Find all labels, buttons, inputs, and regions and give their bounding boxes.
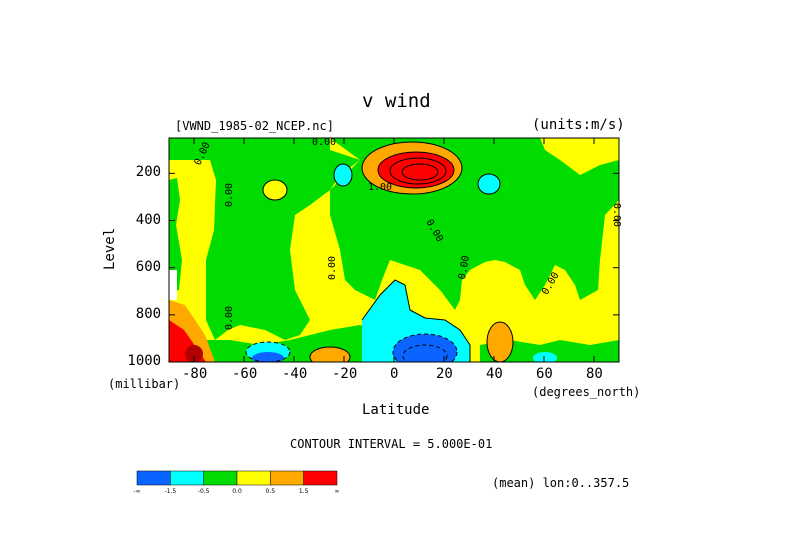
- orange-region-right: [487, 322, 513, 362]
- axis-ticks: [169, 138, 619, 363]
- file-label: [VWND_1985-02_NCEP.nc]: [175, 119, 334, 133]
- legend-label: -1.5: [164, 488, 176, 495]
- contour-value-label: 0.00: [457, 255, 472, 281]
- contour-value-label: 0.00: [611, 203, 622, 227]
- mean-note: (mean) lon:0..357.5: [492, 476, 630, 490]
- contour-value-label: 0.00: [224, 183, 235, 207]
- legend-swatch: [203, 470, 238, 486]
- y-tick-label: 800: [135, 305, 162, 322]
- x-tick-label: 0: [390, 366, 399, 382]
- blue-region-2: [252, 352, 284, 362]
- darkred-region-left: [185, 345, 203, 362]
- legend-label: -∞: [133, 488, 140, 495]
- colorbar-legend: -∞ -1.5 -0.5 0.0 0.5 1.5 ∞: [133, 470, 340, 495]
- contour-lines: [262, 141, 514, 362]
- cyan-region-1: [334, 164, 352, 186]
- positive-island-2: [416, 276, 430, 300]
- y-unit-note: (millibar): [108, 377, 181, 391]
- negative-contour-lines: [245, 333, 458, 362]
- positive-island-1: [263, 180, 287, 200]
- legend-swatch: [136, 470, 171, 486]
- contour-value-label: 0.00: [312, 137, 336, 148]
- y-tick-label: 200: [135, 164, 162, 181]
- legend-label: 0.0: [232, 488, 242, 495]
- x-tick-label: -80: [182, 366, 208, 382]
- contour-value-label: 1.00: [368, 182, 392, 193]
- legend-label: 0.5: [266, 488, 276, 495]
- legend-label: 1.5: [299, 488, 309, 495]
- orange-region-bottom: [310, 347, 350, 362]
- legend-swatch: [170, 470, 204, 486]
- y-axis-label: Level: [102, 227, 118, 270]
- x-tick-label: -60: [232, 366, 258, 382]
- contour-field: [169, 138, 619, 362]
- units-label: (units:m/s): [532, 117, 625, 133]
- x-tick-label: -40: [282, 366, 308, 382]
- y-tick-label: 600: [135, 258, 162, 275]
- negative-region-right-top: [458, 160, 548, 215]
- legend-label: -0.5: [198, 488, 210, 495]
- cyan-region-5: [533, 352, 557, 362]
- legend-swatch: [303, 470, 338, 486]
- legend-swatch: [236, 470, 271, 486]
- chart-title: v wind: [362, 90, 431, 112]
- x-tick-label: 60: [536, 366, 553, 382]
- contour-interval-text: CONTOUR INTERVAL = 5.000E-01: [290, 437, 493, 451]
- legend-swatch: [270, 470, 304, 486]
- x-unit-note: (degrees_north): [532, 385, 641, 399]
- negative-region-left-edge: [169, 178, 182, 292]
- cyan-region-2: [478, 174, 500, 194]
- y-tick-label: 1000: [127, 353, 162, 369]
- contour-value-label: 0.00: [224, 306, 235, 330]
- missing-data-region: [169, 270, 177, 300]
- x-tick-label: 80: [586, 366, 603, 382]
- legend-label: ∞: [335, 488, 340, 495]
- negative-region-bottom-right: [480, 340, 619, 362]
- negative-region-left: [169, 138, 360, 340]
- x-tick-label: 20: [436, 366, 453, 382]
- x-axis-label: Latitude: [362, 402, 430, 418]
- x-tick-label: -20: [332, 366, 358, 382]
- contour-value-label: 0.00: [327, 256, 338, 280]
- x-tick-label: 40: [486, 366, 503, 382]
- y-tick-label: 400: [135, 211, 162, 228]
- blue-region-1: [393, 334, 457, 362]
